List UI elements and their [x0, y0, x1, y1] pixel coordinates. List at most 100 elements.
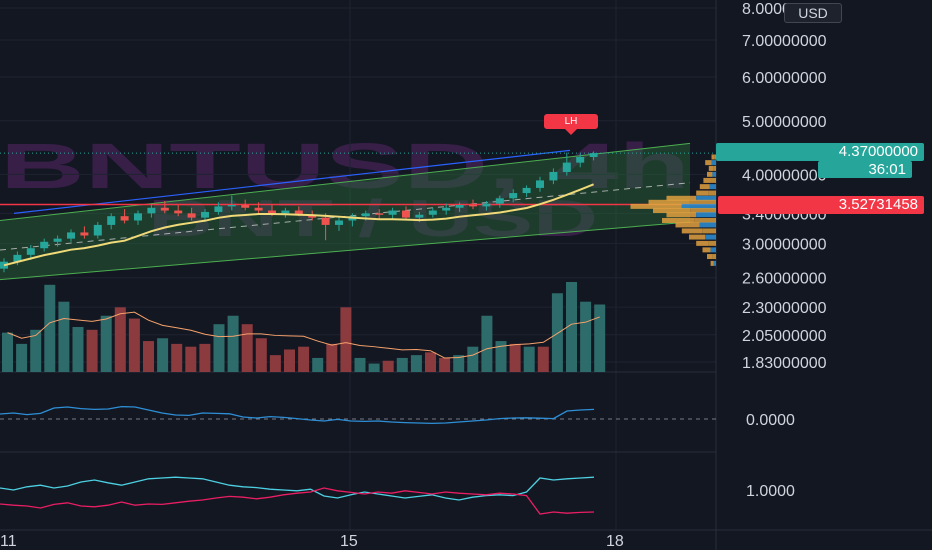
channel-fill [0, 143, 690, 280]
volume-bar [58, 301, 70, 372]
channel-lower-line [0, 221, 691, 281]
volume-bar [255, 338, 267, 372]
volume-bar [171, 343, 183, 372]
indicator2-line-a [0, 476, 595, 501]
candle-body [562, 162, 571, 172]
volume-profile-bar [708, 240, 716, 246]
volume-bar [143, 341, 154, 372]
volume-profile-bar [705, 234, 716, 240]
candle-body [174, 210, 183, 214]
volume-profile-bar [710, 177, 716, 183]
volume-bar [537, 346, 549, 372]
volume-profile-bar [714, 154, 716, 160]
trend-line-blue [13, 149, 571, 214]
volume-bar [509, 343, 521, 372]
candle-body [201, 211, 209, 218]
price-tick-label: 1.83000000 [742, 355, 827, 372]
volume-bar [30, 329, 42, 372]
candle-body [26, 248, 35, 255]
volume-profile [630, 154, 716, 266]
volume-bar [354, 357, 366, 372]
price-axis[interactable]: 8.000000007.000000006.000000005.00000000… [742, 1, 827, 500]
volume-bar [495, 341, 507, 372]
volume-profile-bar [711, 154, 715, 160]
price-tick-label: 3.00000000 [742, 236, 827, 253]
candle-body [549, 171, 558, 181]
currency-badge[interactable]: USD [784, 3, 842, 23]
volume-bar [594, 304, 606, 372]
channel-upper-line [0, 142, 691, 222]
candle-body [402, 210, 410, 218]
moving-average-line [3, 183, 594, 267]
volume-bar [368, 363, 380, 372]
volume-bar [396, 357, 408, 372]
overlay-lines [3, 183, 594, 267]
volume-bar [269, 355, 281, 372]
candle-body [147, 207, 156, 214]
volume-profile-bar [694, 218, 716, 224]
volume-profile-bar [662, 218, 695, 224]
candle-body [321, 217, 330, 225]
volume-profile-bar [681, 203, 716, 209]
candle-body [589, 153, 598, 157]
bar-countdown-tag: 36:01 [818, 161, 912, 178]
candle-body [335, 220, 343, 225]
indicator2-line-b [0, 487, 595, 515]
volume-profile-bar [696, 195, 716, 201]
price-tick-label: 2.60000000 [742, 271, 827, 288]
volume-profile-bar [696, 212, 716, 218]
volume-profile-bar [689, 234, 706, 240]
volume-profile-bar [707, 254, 713, 260]
volume-bars [2, 282, 606, 372]
indicator-pane-1 [0, 405, 716, 425]
volume-profile-bar [712, 254, 716, 260]
volume-bar [467, 346, 479, 372]
time-axis[interactable]: 11 15 18 [0, 533, 624, 550]
volume-profile-bar [711, 160, 716, 166]
candle-body [254, 207, 263, 211]
price-tick-label: 2.30000000 [742, 300, 827, 317]
volume-profile-bar [630, 203, 682, 209]
volume-profile-bar [681, 228, 703, 234]
indicator1-line [0, 405, 595, 425]
volume-bar [227, 315, 239, 372]
volume-profile-bar [702, 247, 711, 253]
volume-bar [44, 284, 56, 372]
volume-bar [439, 357, 451, 372]
candle-body [428, 210, 437, 215]
volume-profile-bar [708, 165, 714, 171]
volume-bar [580, 301, 592, 372]
price-tick-label: 6.00000000 [742, 70, 827, 87]
volume-bar [523, 346, 535, 372]
lower-high-pointer [565, 129, 577, 135]
symbol-watermark: BNTUSD, 4h [0, 130, 690, 202]
candle-body [522, 187, 531, 194]
volume-profile-bar [666, 195, 697, 201]
volume-bar [453, 355, 465, 372]
candle-body [241, 205, 250, 208]
volume-bar [312, 357, 324, 372]
volume-bar [16, 343, 28, 372]
volume-bar [185, 346, 197, 372]
volume-profile-bar [710, 247, 716, 253]
candle-body [361, 213, 370, 217]
price-tick-label: 2.05000000 [742, 328, 827, 345]
volume-profile-bar [689, 199, 716, 205]
volume-bar [213, 324, 225, 372]
lower-high-label: LH [544, 114, 598, 129]
candle-body [415, 214, 424, 218]
volume-bar [410, 355, 422, 372]
candle-body [536, 180, 544, 188]
candle-body [455, 205, 464, 208]
time-tick-label: 15 [340, 533, 358, 550]
volume-bar [72, 327, 84, 372]
volume-profile-bar [696, 190, 709, 196]
volume-bar [241, 324, 253, 372]
candle-body [294, 210, 303, 215]
volume-profile-bar [666, 212, 697, 218]
indicator1-tick-label: 0.0000 [746, 412, 795, 429]
volume-bar [340, 307, 352, 372]
volume-bar [298, 346, 310, 372]
candle-body [187, 213, 196, 218]
